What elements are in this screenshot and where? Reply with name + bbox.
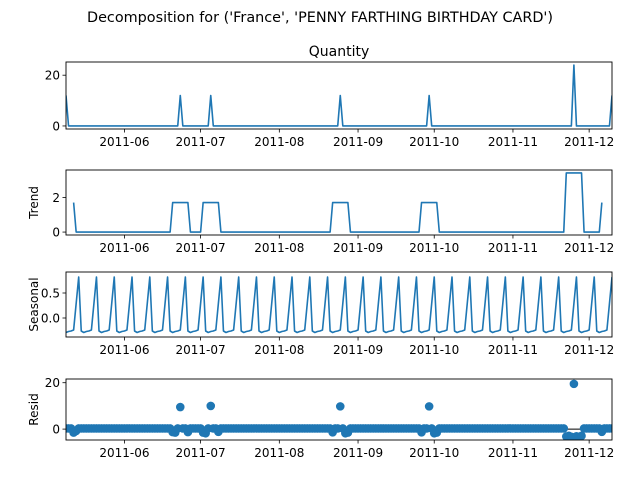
- x-tick-label: 2011-07: [176, 446, 226, 460]
- y-tick-label: 20: [45, 69, 60, 83]
- x-tick-label: 2011-08: [254, 241, 304, 255]
- x-tick-label: 2011-11: [488, 343, 538, 357]
- x-tick-label: 2011-10: [409, 135, 459, 149]
- x-tick-label: 2011-06: [99, 446, 149, 460]
- x-tick-label: 2011-11: [488, 446, 538, 460]
- y-tick-label: 0.5: [41, 287, 60, 301]
- axes-frame: [65, 271, 613, 338]
- y-tick-label: 0: [52, 119, 60, 133]
- y-axis-label: Seasonal: [27, 277, 41, 331]
- y-axis-label: Resid: [27, 393, 41, 425]
- subplot-1: Quantity 0 20 2011-06 2011-07 2011-08 2011-09 2…: [45, 44, 614, 149]
- x-tick-label: 2011-07: [176, 343, 226, 357]
- series-line: [72, 172, 603, 233]
- y-axis-label: Trend: [27, 186, 41, 220]
- x-tick-label: 2011-07: [176, 241, 226, 255]
- x-tick-label: 2011-08: [254, 343, 304, 357]
- y-tick-label: 0.0: [41, 312, 60, 326]
- series-line: [66, 276, 612, 334]
- x-tick-label: 2011-11: [488, 241, 538, 255]
- y-tick-label: 2: [52, 191, 60, 205]
- y-tick-label: 20: [45, 376, 60, 390]
- figure-suptitle: Decomposition for ('France', 'PENNY FART…: [87, 10, 553, 26]
- y-tick-label: 0: [52, 423, 60, 437]
- resid-point: [607, 424, 612, 433]
- axes-frame: [65, 61, 613, 130]
- x-tick-label: 2011-07: [176, 135, 226, 149]
- x-tick-label: 2011-12: [564, 135, 614, 149]
- subplot-2: Trend 0 2 2011-06 2011-07 2011-08 2011-09 2011-…: [27, 169, 614, 255]
- x-tick-label: 2011-10: [409, 343, 459, 357]
- x-tick-label: 2011-11: [488, 135, 538, 149]
- x-tick-label: 2011-09: [333, 343, 383, 357]
- x-tick-label: 2011-10: [409, 446, 459, 460]
- x-tick-label: 2011-08: [254, 446, 304, 460]
- resid-point: [577, 431, 586, 440]
- x-tick-label: 2011-06: [99, 241, 149, 255]
- resid-points: [66, 379, 612, 440]
- subplot-3: Seasonal 0.0 0.5 2011-06 2011-07 2011-08 2011-…: [27, 271, 614, 357]
- x-tick-label: 2011-06: [99, 343, 149, 357]
- x-tick-label: 2011-09: [333, 446, 383, 460]
- x-tick-label: 2011-09: [333, 241, 383, 255]
- x-tick-label: 2011-10: [409, 241, 459, 255]
- resid-point: [559, 424, 569, 433]
- resid-point: [206, 401, 216, 411]
- resid-point: [569, 379, 579, 389]
- x-tick-label: 2011-06: [99, 135, 149, 149]
- axes-frame: [65, 169, 613, 236]
- resid-point: [424, 402, 434, 411]
- resid-point: [175, 402, 185, 412]
- x-tick-label: 2011-12: [564, 241, 614, 255]
- x-tick-label: 2011-12: [564, 343, 614, 357]
- subplot-title: Quantity: [309, 44, 370, 60]
- x-tick-label: 2011-08: [254, 135, 304, 149]
- x-tick-label: 2011-12: [564, 446, 614, 460]
- x-tick-label: 2011-09: [333, 135, 383, 149]
- series-line: [66, 64, 612, 127]
- resid-point: [335, 402, 345, 411]
- axes-frame: [65, 378, 613, 441]
- y-tick-label: 0: [52, 226, 60, 240]
- subplot-4: Resid 0 20 2011-06 2011-07 2011-08 2011-09 2011…: [27, 376, 614, 460]
